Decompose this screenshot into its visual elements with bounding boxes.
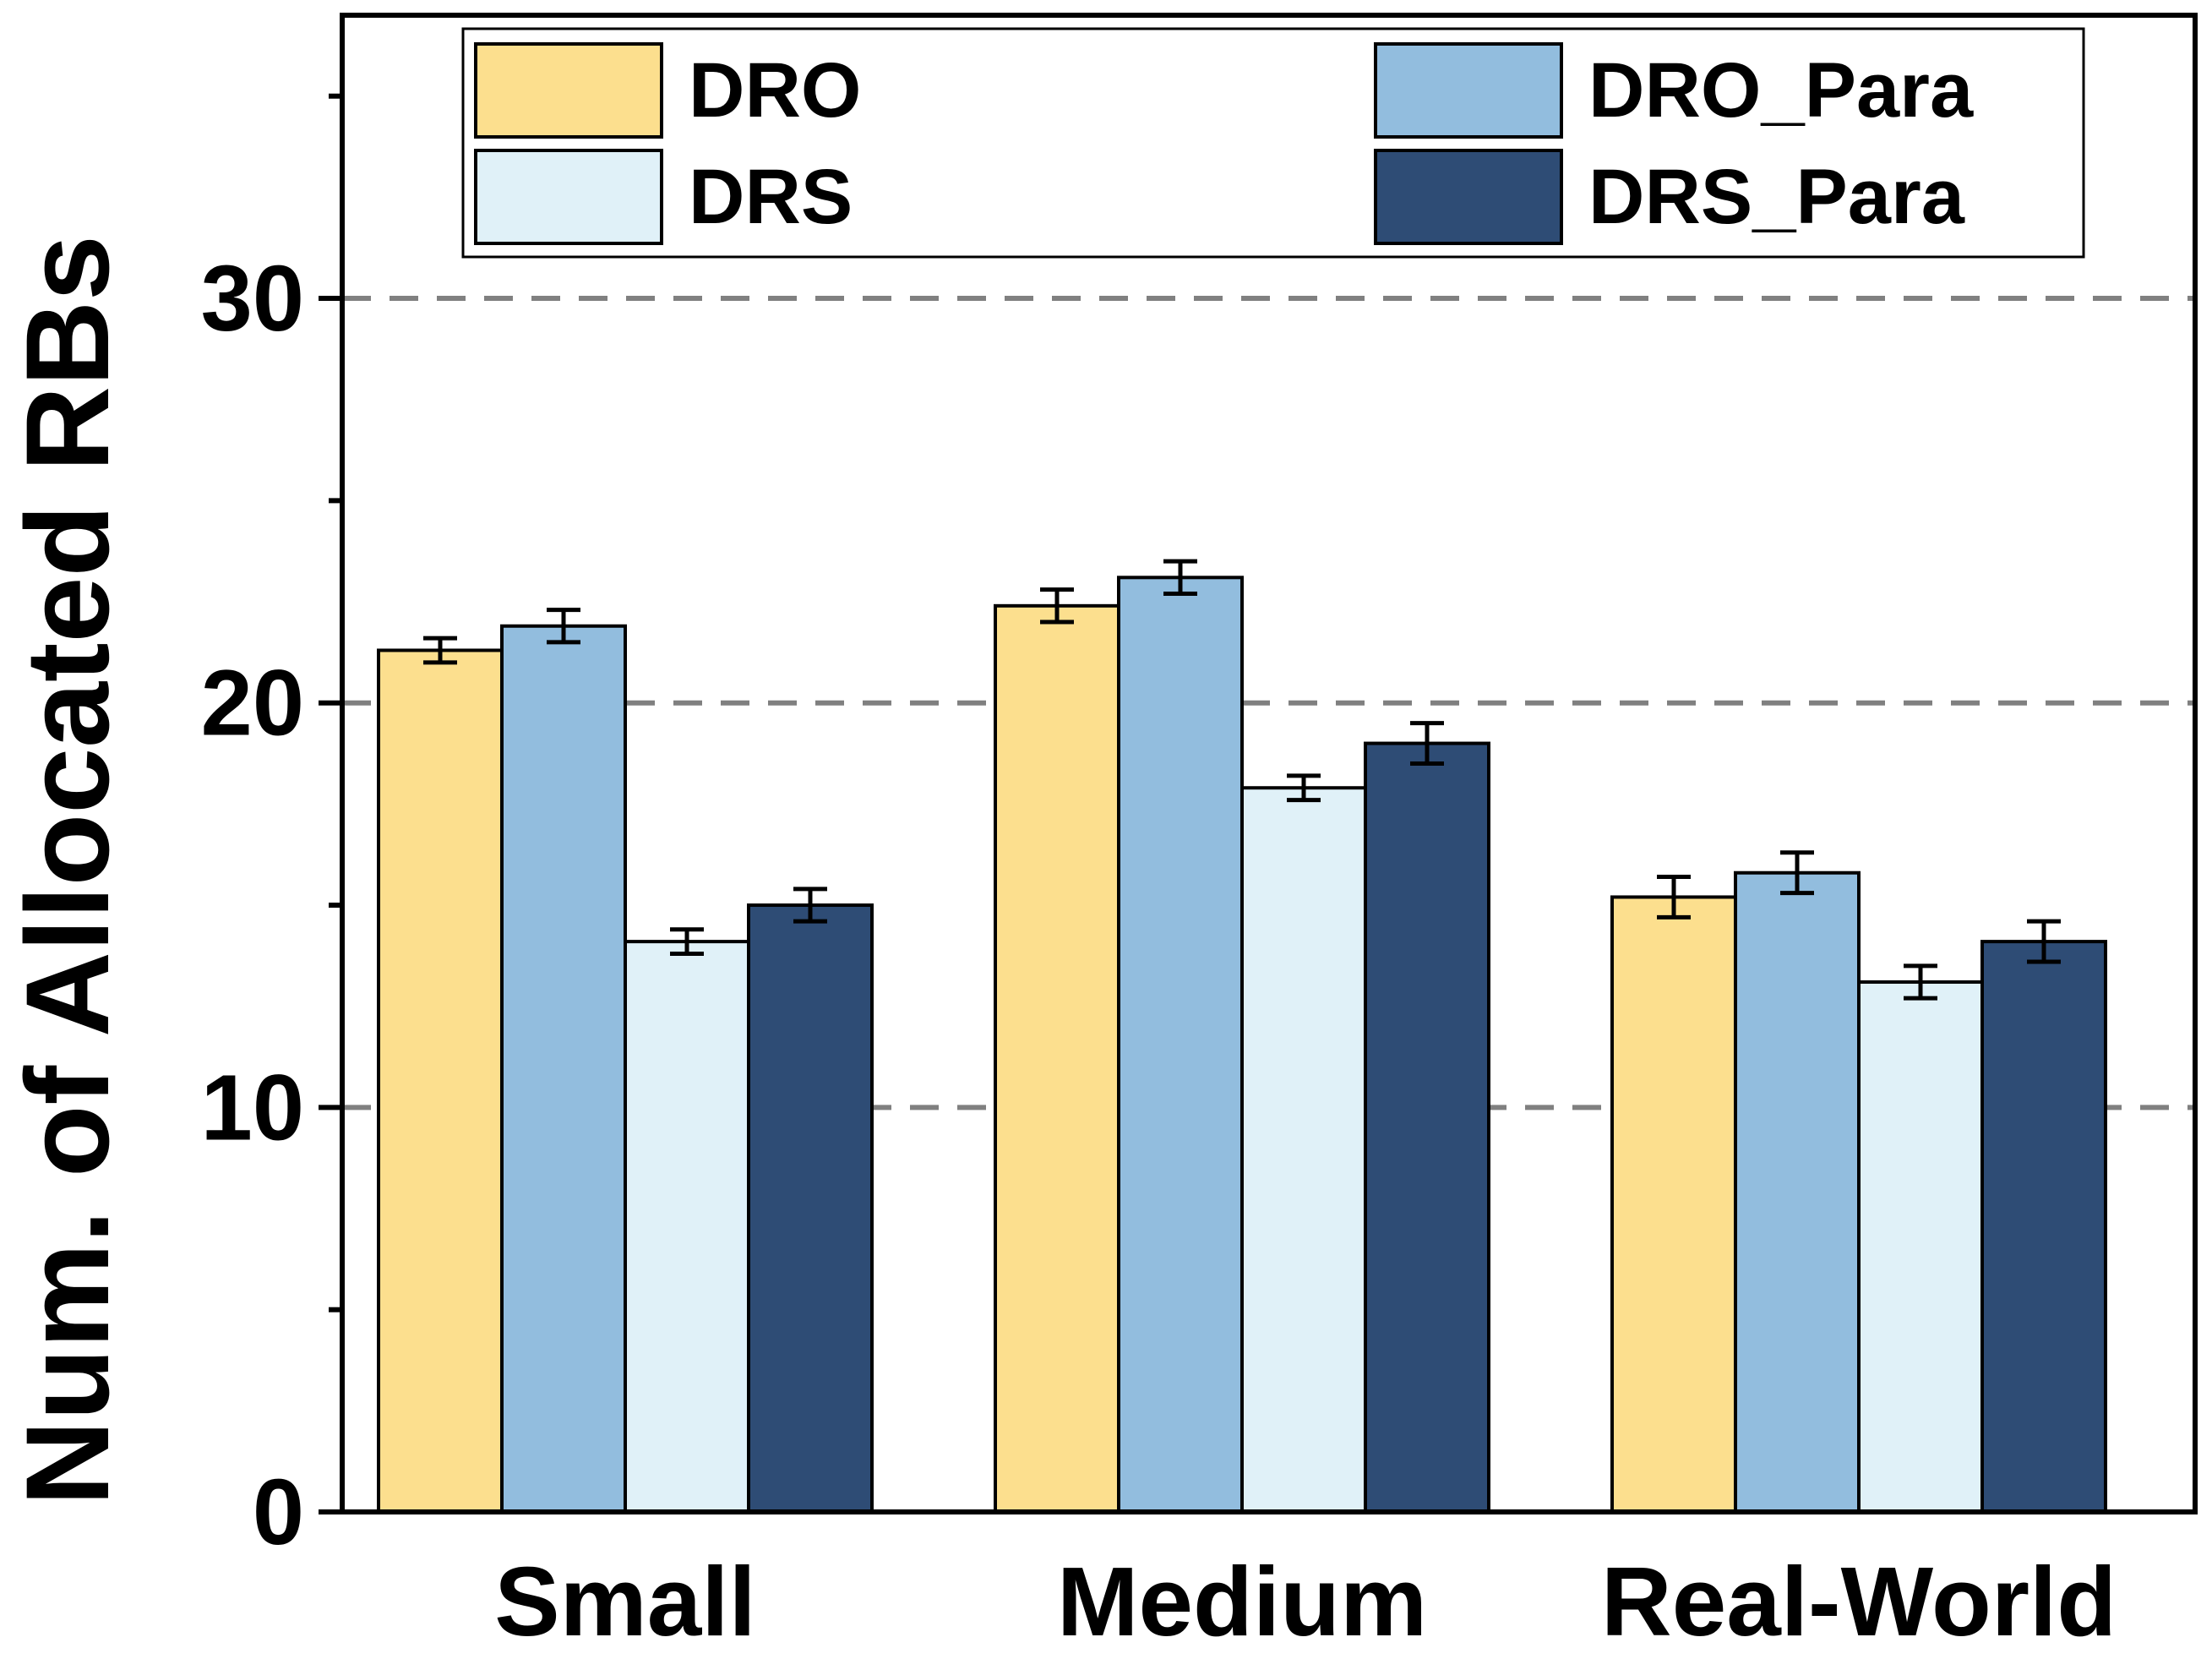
y-ticks: 0 10 20 30 <box>201 93 342 1564</box>
legend-swatch <box>474 149 663 245</box>
y-tick-label: 30 <box>201 247 304 351</box>
error-bar <box>670 927 704 956</box>
error-bar <box>1904 963 1937 1001</box>
x-tick-label: Real-World <box>1601 1547 2117 1656</box>
legend-swatch <box>1374 149 1563 245</box>
legend-item-dro: DRO <box>474 42 861 139</box>
y-tick-label: 20 <box>201 652 304 756</box>
error-bar <box>423 636 457 665</box>
bar-drs-para-small <box>747 903 874 1514</box>
error-bars <box>423 559 2061 1001</box>
bar-dro-medium <box>994 603 1120 1514</box>
error-bar <box>1287 773 1321 803</box>
error-bar <box>1410 721 1444 766</box>
error-bar <box>1163 559 1197 596</box>
error-bar <box>1657 875 1691 920</box>
legend-swatch <box>474 42 663 139</box>
bar-drs-medium <box>1240 786 1367 1514</box>
axes <box>340 13 2198 1514</box>
x-tick-label: Small <box>494 1547 755 1656</box>
error-bar <box>547 608 580 645</box>
legend-item-drs: DRS <box>474 149 853 245</box>
x-tick-labels: Small Medium Real-World <box>494 1547 2117 1656</box>
error-bar <box>2027 919 2061 964</box>
legend-label: DRO <box>689 47 861 134</box>
x-tick-label: Medium <box>1057 1547 1427 1656</box>
legend-item-dro-para: DRO_Para <box>1374 42 1974 139</box>
bar-drs-para-medium <box>1364 741 1490 1514</box>
error-bar <box>1780 850 1814 896</box>
legend-swatch <box>1374 42 1563 139</box>
error-bar <box>793 887 827 924</box>
plot-frame <box>340 13 2198 1514</box>
legend-label: DRO_Para <box>1588 47 1974 134</box>
legend-label: DRS_Para <box>1588 154 1965 240</box>
legend: DRO DRO_Para DRS DRS_Para <box>461 27 2085 259</box>
y-tick-label: 10 <box>201 1056 304 1160</box>
legend-item-drs-para: DRS_Para <box>1374 149 1965 245</box>
error-bar <box>1040 587 1074 625</box>
bar-dro-para-small <box>500 624 627 1514</box>
bar-dro-real-world <box>1610 895 1737 1514</box>
legend-box <box>461 27 2085 259</box>
bar-drs-real-world <box>1857 980 1984 1514</box>
bar-dro-para-medium <box>1117 576 1244 1514</box>
y-axis-title: Num. of Allocated RBs <box>1 235 133 1506</box>
bar-drs-small <box>624 940 750 1514</box>
bar-dro-para-real-world <box>1734 870 1861 1514</box>
bar-drs-para-real-world <box>1980 940 2107 1514</box>
bars <box>377 576 2107 1514</box>
y-tick-label: 0 <box>253 1460 304 1564</box>
legend-label: DRS <box>689 154 853 240</box>
bar-dro-small <box>377 648 504 1514</box>
